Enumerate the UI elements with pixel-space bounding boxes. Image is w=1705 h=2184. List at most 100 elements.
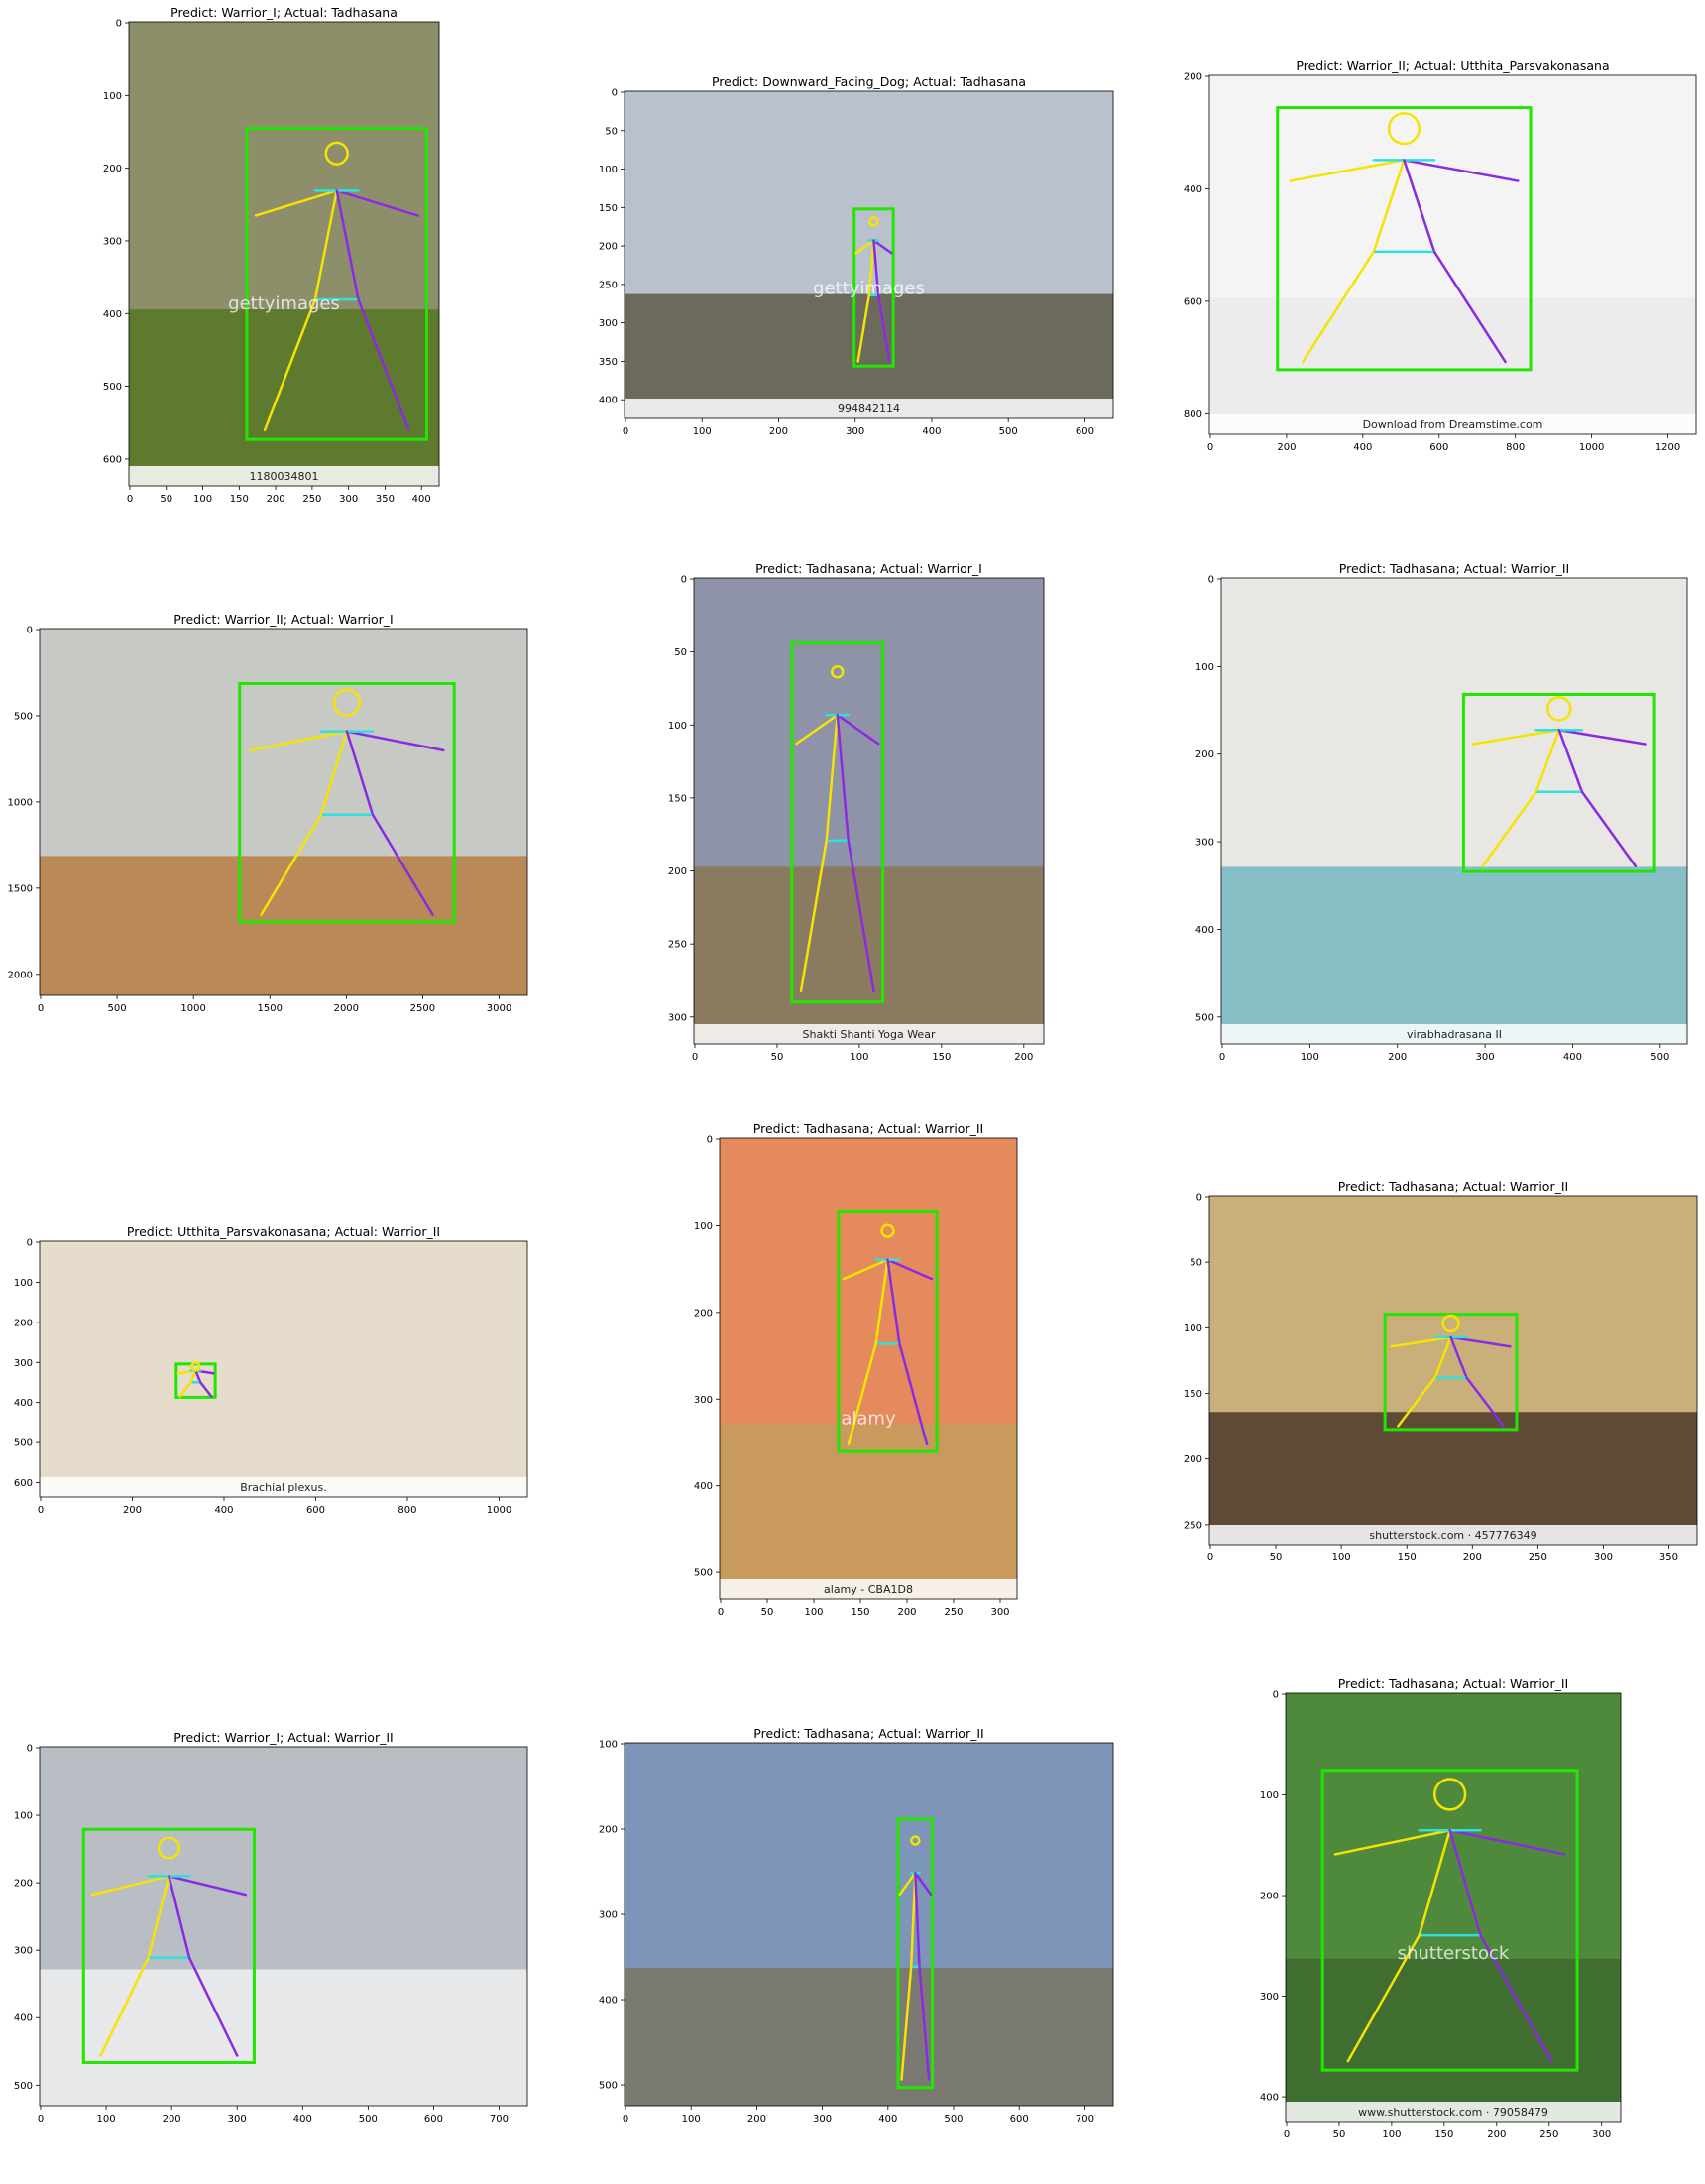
y-tick-label: 300 xyxy=(14,1946,33,1957)
x-tick-label: 200 xyxy=(163,2114,181,2125)
caption-strip xyxy=(40,1477,527,1497)
caption-text: Shakti Shanti Yoga Wear xyxy=(803,1028,936,1041)
result-panel: Predict: Tadhasana; Actual: Warrior_IIsh… xyxy=(1260,1676,1622,2140)
x-tick-label: 800 xyxy=(1506,442,1525,453)
pose-left-arm xyxy=(90,1875,170,1897)
x-tick-label: 300 xyxy=(228,2114,247,2125)
y-tick-label: 0 xyxy=(27,1238,33,1249)
y-tick-label: 300 xyxy=(694,1395,713,1406)
panel-title: Predict: Tadhasana; Actual: Warrior_II xyxy=(1339,561,1569,576)
x-tick-label: 1000 xyxy=(1579,442,1604,453)
photo-ground xyxy=(625,1967,1113,2106)
x-tick-label: 1000 xyxy=(487,1505,512,1516)
watermark-text: gettyimages xyxy=(813,279,925,299)
x-tick-label: 150 xyxy=(932,1052,951,1063)
pose-head xyxy=(324,141,349,166)
y-tick-label: 400 xyxy=(599,1996,618,2007)
x-tick-label: 200 xyxy=(1388,1052,1407,1063)
panel-title: Predict: Tadhasana; Actual: Warrior_II xyxy=(1338,1676,1568,1691)
watermark-text: alamy xyxy=(841,1408,896,1429)
x-tick-label: 600 xyxy=(306,1505,325,1516)
y-tick-label: 300 xyxy=(103,236,122,247)
y-tick-label: 200 xyxy=(694,1308,713,1319)
pose-left-leg xyxy=(1481,790,1537,867)
caption-text: virabhadrasana II xyxy=(1407,1028,1502,1041)
pose-left-leg xyxy=(900,1965,913,2081)
detection-box xyxy=(1320,1769,1579,2072)
y-tick-label: 150 xyxy=(668,793,687,804)
pose-left-arm xyxy=(795,713,839,746)
pose-right-leg xyxy=(918,1965,931,2081)
photo: virabhadrasana II xyxy=(1221,578,1687,1044)
x-tick-label: 100 xyxy=(682,2114,701,2125)
y-tick-label: 200 xyxy=(14,1318,33,1328)
y-tick-label: 300 xyxy=(1260,1992,1279,2003)
photo: shutterstock www.shutterstock.com · 79058… xyxy=(1286,1693,1621,2122)
pose-right-arm xyxy=(1448,1828,1566,1856)
x-tick-label: 300 xyxy=(339,494,358,505)
caption-text: Download from Dreamstime.com xyxy=(1363,418,1543,431)
pose-left-torso xyxy=(1418,1828,1451,1937)
x-tick-label: 0 xyxy=(38,1505,44,1516)
y-tick-label: 50 xyxy=(1190,1258,1202,1269)
watermark-text: shutterstock xyxy=(1398,1943,1510,1964)
photo-ground xyxy=(40,1969,527,2106)
pose-right-torso xyxy=(1448,1828,1482,1937)
y-tick-label: 250 xyxy=(1184,1520,1202,1531)
x-tick-label: 400 xyxy=(293,2114,312,2125)
y-tick-label: 100 xyxy=(14,1278,33,1289)
y-tick-label: 100 xyxy=(1195,662,1214,673)
y-tick-label: 300 xyxy=(1195,838,1214,849)
pose-right-leg xyxy=(1432,250,1507,364)
result-panel: Predict: Tadhasana; Actual: Warrior_IIvi… xyxy=(1195,561,1688,1063)
pose-head xyxy=(868,216,879,227)
pose-right-leg xyxy=(898,1342,929,1446)
y-tick-label: 0 xyxy=(1208,575,1214,586)
pose-right-torso xyxy=(345,730,375,817)
pose-head xyxy=(1432,1778,1467,1811)
x-tick-label: 100 xyxy=(1332,1552,1351,1563)
x-tick-label: 800 xyxy=(398,1505,416,1516)
y-tick-label: 150 xyxy=(599,203,618,214)
x-tick-label: 50 xyxy=(1333,2129,1346,2140)
y-tick-label: 0 xyxy=(27,1744,33,1755)
y-tick-label: 0 xyxy=(1196,1193,1202,1204)
caption-text: shutterstock.com · 457776349 xyxy=(1369,1529,1536,1542)
pose-right-torso xyxy=(1449,1335,1468,1379)
pose-left-leg xyxy=(856,293,870,363)
y-tick-label: 600 xyxy=(1184,296,1202,307)
pose-left-leg xyxy=(799,839,828,993)
pose-right-arm xyxy=(914,1871,933,1896)
result-panel: Predict: Tadhasana; Actual: Warrior_IIsh… xyxy=(1184,1179,1698,1563)
axes-frame xyxy=(39,628,528,996)
photo-ground xyxy=(625,293,1113,418)
x-tick-label: 600 xyxy=(1076,426,1094,437)
panel-title: Predict: Tadhasana; Actual: Warrior_II xyxy=(753,1726,983,1741)
photo: Brachial plexus. xyxy=(40,1241,527,1497)
y-tick-label: 200 xyxy=(14,1879,33,1890)
axes-frame xyxy=(624,1742,1114,2107)
pose-left-leg xyxy=(178,1381,192,1398)
pose-left-torso xyxy=(319,730,349,817)
y-tick-label: 100 xyxy=(599,1740,618,1751)
detection-box xyxy=(238,682,456,924)
pose-right-torso xyxy=(168,1875,191,1959)
y-tick-label: 200 xyxy=(1195,749,1214,760)
x-tick-label: 200 xyxy=(123,1505,142,1516)
axes-frame xyxy=(39,1746,528,2107)
x-tick-label: 300 xyxy=(846,426,864,437)
panel-title: Predict: Tadhasana; Actual: Warrior_II xyxy=(1338,1179,1568,1194)
y-tick-label: 300 xyxy=(668,1012,687,1023)
pose-right-arm xyxy=(345,730,445,752)
pose-left-arm xyxy=(854,239,875,255)
x-tick-label: 200 xyxy=(747,2114,766,2125)
y-tick-label: 100 xyxy=(599,165,618,175)
y-tick-label: 50 xyxy=(674,647,687,658)
y-tick-label: 0 xyxy=(27,626,33,636)
x-tick-label: 200 xyxy=(1014,1052,1033,1063)
x-tick-label: 1000 xyxy=(180,1003,205,1014)
pose-left-leg xyxy=(1302,250,1376,364)
y-tick-label: 250 xyxy=(668,940,687,951)
pose-right-leg xyxy=(1479,1933,1553,2063)
